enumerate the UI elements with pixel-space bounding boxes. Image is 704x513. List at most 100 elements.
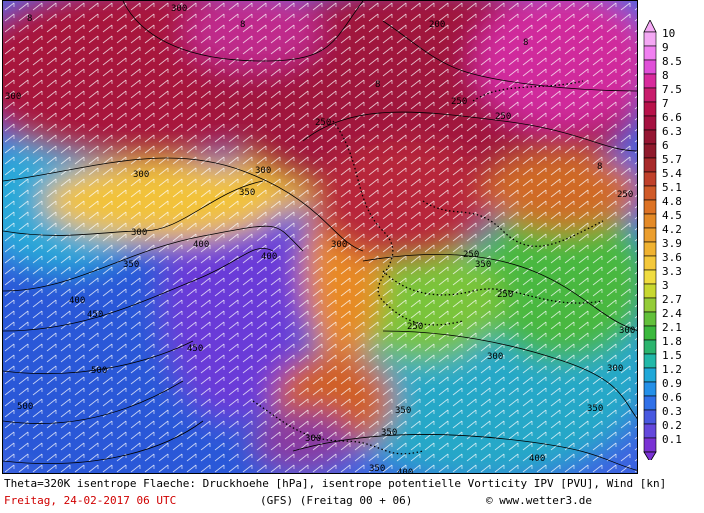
- isobar-label: 350: [239, 188, 255, 198]
- caption-date: Freitag, 24-02-2017 06 UTC: [4, 494, 177, 507]
- isobar-label: 250: [451, 97, 467, 107]
- isobar-label: 250: [617, 190, 633, 200]
- legend-colorbar: [643, 19, 657, 463]
- legend-swatch: [643, 353, 657, 369]
- isobar-label: 300: [607, 364, 623, 374]
- legend-swatch: [643, 283, 657, 299]
- legend-label: 5.4: [662, 167, 682, 180]
- isobar-label: 400: [397, 468, 413, 474]
- legend-label: 4.8: [662, 195, 682, 208]
- legend-swatch: [643, 269, 657, 285]
- legend-swatch: [643, 423, 657, 439]
- isobars: [3, 1, 637, 471]
- legend-label: 3.6: [662, 251, 682, 264]
- legend-swatch: [643, 339, 657, 355]
- legend-swatch: [643, 213, 657, 229]
- isobar-label: 350: [475, 260, 491, 270]
- isobar-label: 250: [315, 118, 331, 128]
- legend-swatch: [643, 157, 657, 173]
- legend-swatch: [643, 87, 657, 103]
- isobar-label: 350: [123, 260, 139, 270]
- high-pv-mark: 8: [27, 14, 32, 24]
- high-pv-mark: 8: [240, 20, 245, 30]
- legend-label: 1.5: [662, 349, 682, 362]
- legend-swatch: [643, 115, 657, 131]
- isobar-label: 500: [91, 366, 107, 376]
- legend-swatch: [643, 199, 657, 215]
- isobar-label: 350: [395, 406, 411, 416]
- color-legend: 10 9 8.5 8 7.5 7 6.6 6.3 6 5.7 5.4 5.1 4.8 4.5 4.2 3.9 3…: [640, 19, 700, 463]
- isobar-label: 200: [429, 20, 445, 30]
- legend-label: 0.3: [662, 405, 682, 418]
- isobar-label: 400: [69, 296, 85, 306]
- coastlines: [252, 80, 604, 455]
- isobar-label: 300: [305, 434, 321, 444]
- legend-swatch: [643, 73, 657, 89]
- legend-arrow-bottom: [643, 451, 657, 463]
- caption-title: Theta=320K isentrope Flaeche: Druckhoehe…: [4, 477, 667, 490]
- legend-swatch: [643, 409, 657, 425]
- legend-label: 0.6: [662, 391, 682, 404]
- isobar-label: 300: [131, 228, 147, 238]
- isobar-label: 300: [619, 326, 635, 336]
- isobar-label: 350: [587, 404, 603, 414]
- legend-label: 1.2: [662, 363, 682, 376]
- isobar-label: 450: [187, 344, 203, 354]
- isobar-label: 250: [497, 290, 513, 300]
- legend-label: 0.2: [662, 419, 682, 432]
- legend-swatch: [643, 255, 657, 271]
- legend-label: 4.5: [662, 209, 682, 222]
- legend-swatch: [643, 171, 657, 187]
- legend-swatch: [643, 297, 657, 313]
- legend-swatch: [643, 227, 657, 243]
- isobar-label: 250: [407, 322, 423, 332]
- isobar-label: 300: [171, 4, 187, 14]
- legend-swatch: [643, 143, 657, 159]
- isobar-label: 450: [87, 310, 103, 320]
- high-pv-mark: 8: [597, 162, 602, 172]
- legend-label: 6: [662, 139, 669, 152]
- weather-map: 300 200 250 250 250 300 300 300 350 400 …: [2, 0, 638, 474]
- legend-label: 2.7: [662, 293, 682, 306]
- high-pv-mark: 8: [523, 38, 528, 48]
- legend-label: 1.8: [662, 335, 682, 348]
- legend-arrow-top: [643, 19, 657, 33]
- legend-label: 5.1: [662, 181, 682, 194]
- legend-swatch: [643, 367, 657, 383]
- isobar-label: 300: [331, 240, 347, 250]
- legend-swatch: [643, 381, 657, 397]
- caption: Theta=320K isentrope Flaeche: Druckhoehe…: [2, 474, 666, 511]
- legend-label: 2.1: [662, 321, 682, 334]
- legend-label: 5.7: [662, 153, 682, 166]
- high-pv-marks: 8 8 8 8 8: [27, 14, 602, 172]
- isobar-label: 250: [463, 250, 479, 260]
- high-pv-mark: 8: [375, 80, 380, 90]
- legend-swatch: [643, 395, 657, 411]
- isobar-label: 400: [529, 454, 545, 464]
- isobar-labels: 300 200 250 250 250 300 300 300 350 400 …: [5, 4, 635, 474]
- legend-label: 6.3: [662, 125, 682, 138]
- isobar-label: 300: [487, 352, 503, 362]
- legend-label: 10: [662, 27, 676, 40]
- legend-swatch: [643, 101, 657, 117]
- isobar-label: 350: [381, 428, 397, 438]
- legend-swatch: [643, 325, 657, 341]
- wind-barbs: [3, 1, 637, 473]
- legend-label: 0.1: [662, 433, 682, 446]
- legend-label: 0.9: [662, 377, 682, 390]
- ipv-field: 300 200 250 250 250 300 300 300 350 400 …: [3, 1, 637, 474]
- isobar-label: 250: [495, 112, 511, 122]
- legend-label: 6.6: [662, 111, 682, 124]
- legend-swatch: [643, 129, 657, 145]
- isobar-label: 400: [261, 252, 277, 262]
- legend-label: 7: [662, 97, 669, 110]
- legend-swatch: [643, 45, 657, 61]
- legend-label: 3.3: [662, 265, 682, 278]
- legend-swatch: [643, 241, 657, 257]
- legend-swatch: [643, 437, 657, 453]
- legend-label: 8: [662, 69, 669, 82]
- legend-swatch: [643, 31, 657, 47]
- isobar-label: 300: [133, 170, 149, 180]
- legend-label: 4.2: [662, 223, 682, 236]
- legend-label: 9: [662, 41, 669, 54]
